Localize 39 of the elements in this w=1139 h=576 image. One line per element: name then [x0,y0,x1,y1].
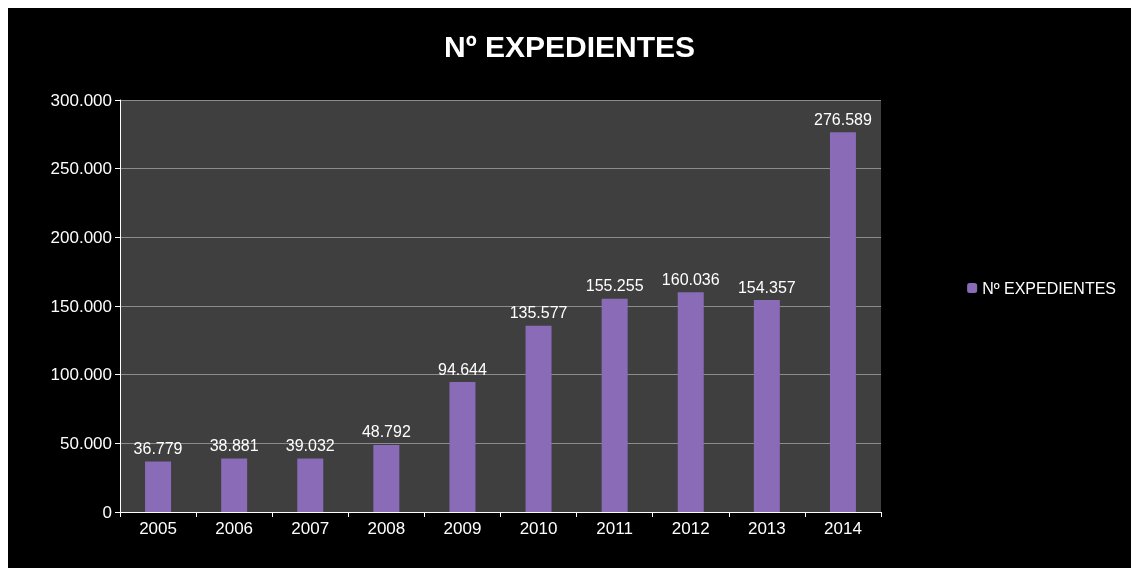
data-label: 38.881 [209,437,259,455]
data-label: 160.036 [661,270,720,288]
y-tick-label: 100.000 [50,365,112,385]
legend-label: Nº EXPEDIENTES [982,279,1116,297]
x-tick-label: 2013 [747,519,786,538]
y-tick-label: 50.000 [60,433,112,453]
data-label: 154.357 [737,278,796,296]
bar [677,292,704,512]
y-tick-label: 0 [102,502,112,522]
bar [753,300,780,512]
data-label: 36.779 [133,439,183,457]
x-tick-label: 2011 [596,519,633,538]
data-label: 48.792 [361,423,411,441]
bar [601,298,628,512]
chart-title: Nº EXPEDIENTES [443,29,696,63]
bar [449,382,476,512]
data-label: 94.644 [437,360,488,378]
x-tick-label: 2006 [215,519,254,538]
y-tick-label: 250.000 [50,159,112,179]
x-tick-label: 2008 [367,519,406,538]
x-tick-label: 2012 [671,519,710,538]
bar [221,458,248,512]
x-tick-label: 2009 [443,519,482,538]
bar [373,444,400,512]
y-tick-label: 150.000 [50,296,112,316]
y-tick-label: 300.000 [50,90,112,110]
bar [829,132,856,512]
x-tick-label: 2005 [139,519,177,538]
bar [297,458,324,512]
x-tick-label: 2010 [519,519,558,538]
y-tick-label: 200.000 [50,227,112,247]
bar [525,325,552,512]
bar [145,461,172,512]
x-tick-label: 2014 [824,519,862,538]
x-tick-label: 2007 [291,519,330,538]
data-label: 276.589 [814,110,872,128]
data-label: 39.032 [285,436,335,454]
data-label: 155.255 [585,277,644,295]
data-label: 135.577 [509,304,568,322]
